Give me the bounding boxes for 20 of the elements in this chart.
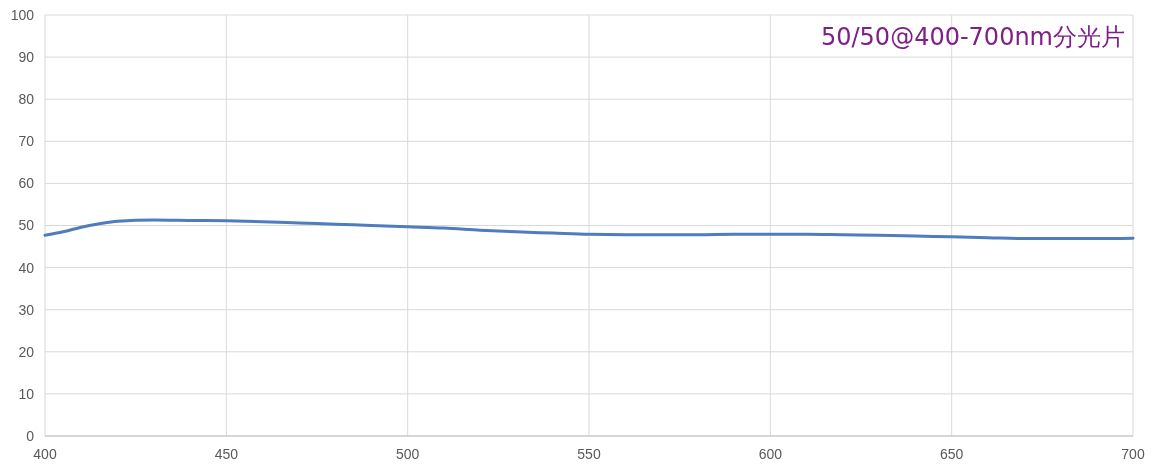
y-tick-label: 40 bbox=[18, 259, 35, 276]
y-tick-label: 50 bbox=[18, 217, 35, 234]
y-tick-label: 70 bbox=[18, 133, 35, 150]
y-tick-label: 80 bbox=[18, 91, 35, 108]
y-tick-label: 60 bbox=[18, 175, 35, 192]
y-tick-label: 30 bbox=[18, 301, 35, 318]
y-tick-label: 10 bbox=[18, 385, 35, 402]
x-tick-label: 450 bbox=[214, 446, 239, 462]
y-tick-label: 0 bbox=[26, 427, 35, 444]
y-tick-label: 90 bbox=[18, 49, 35, 65]
chart-title: 50/50@400-700nm分光片 bbox=[820, 23, 1125, 51]
line-series bbox=[43, 218, 1135, 241]
x-tick-label: 700 bbox=[1121, 446, 1145, 462]
y-tick-label: 100 bbox=[10, 6, 35, 23]
x-tick-label: 500 bbox=[395, 446, 420, 462]
y-tick-label: 20 bbox=[18, 343, 35, 360]
x-tick-label: 550 bbox=[577, 446, 601, 462]
x-tick-label: 600 bbox=[758, 446, 783, 462]
x-tick-label: 650 bbox=[939, 446, 964, 462]
x-tick-label: 400 bbox=[33, 446, 57, 462]
